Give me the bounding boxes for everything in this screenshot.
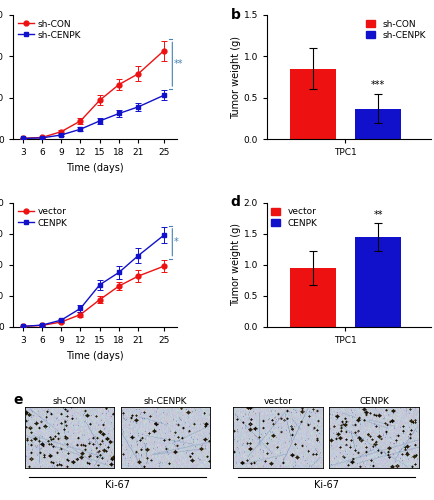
Legend: vector, CENPK: vector, CENPK — [271, 208, 317, 228]
Title: CENPK: CENPK — [358, 397, 388, 406]
Text: Ki-67: Ki-67 — [313, 480, 338, 490]
Bar — [289, 268, 335, 327]
X-axis label: Time (days): Time (days) — [66, 162, 123, 172]
X-axis label: Time (days): Time (days) — [66, 350, 123, 360]
Title: vector: vector — [263, 397, 292, 406]
Text: **: ** — [373, 210, 382, 220]
Text: b: b — [230, 8, 240, 22]
Legend: sh-CON, sh-CENPK: sh-CON, sh-CENPK — [365, 20, 425, 40]
Text: e: e — [13, 393, 23, 407]
Bar — [289, 69, 335, 139]
Bar — [355, 237, 400, 327]
Y-axis label: Tumor weight (g): Tumor weight (g) — [230, 224, 240, 306]
Bar — [355, 108, 400, 139]
Title: sh-CENPK: sh-CENPK — [143, 397, 187, 406]
Y-axis label: Tumor weight (g): Tumor weight (g) — [230, 36, 240, 118]
Text: Ki-67: Ki-67 — [105, 480, 130, 490]
Text: *: * — [173, 238, 178, 248]
Title: sh-CON: sh-CON — [53, 397, 86, 406]
Text: d: d — [230, 196, 240, 209]
Legend: sh-CON, sh-CENPK: sh-CON, sh-CENPK — [17, 20, 81, 40]
Text: ***: *** — [370, 80, 385, 90]
Legend: vector, CENPK: vector, CENPK — [17, 208, 67, 228]
Text: **: ** — [173, 59, 182, 69]
